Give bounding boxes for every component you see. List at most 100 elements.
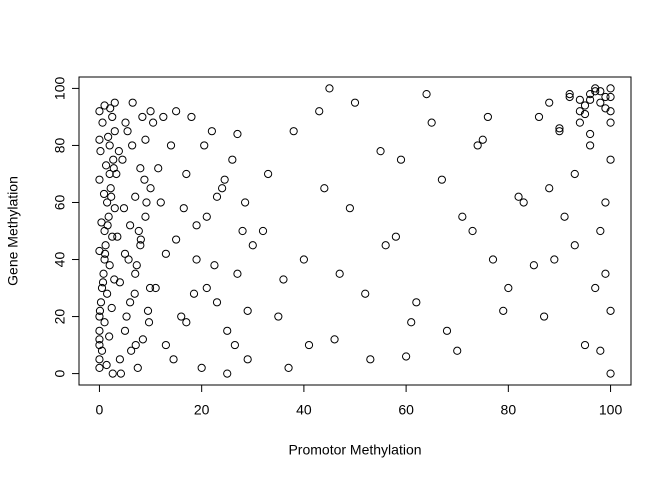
point [212, 192, 222, 201]
point [144, 318, 154, 327]
point [127, 346, 136, 355]
point [427, 118, 436, 127]
point [114, 147, 123, 156]
point [575, 118, 584, 127]
point [136, 241, 145, 250]
point [136, 235, 145, 244]
point [483, 112, 492, 122]
point [100, 255, 109, 264]
point [115, 355, 124, 364]
point [149, 118, 158, 127]
point [545, 98, 554, 107]
point [121, 118, 130, 127]
point [402, 352, 411, 361]
point [95, 326, 104, 335]
point [565, 90, 574, 99]
point [606, 369, 615, 378]
point [95, 306, 105, 315]
point [396, 155, 406, 164]
point [161, 249, 170, 258]
point [412, 298, 421, 307]
point [179, 204, 188, 213]
point [140, 175, 149, 184]
point [151, 283, 160, 293]
point [97, 283, 107, 293]
point [97, 346, 107, 355]
point [555, 124, 564, 133]
point [95, 355, 104, 364]
point [187, 112, 196, 122]
point [381, 241, 390, 250]
point [128, 141, 137, 150]
point [437, 175, 446, 184]
point [391, 232, 400, 241]
point [101, 241, 110, 250]
point [565, 92, 574, 102]
point [126, 221, 135, 230]
point [422, 90, 431, 99]
point [105, 332, 114, 341]
point [458, 212, 467, 221]
point [100, 318, 109, 327]
point [376, 147, 385, 156]
point [606, 107, 615, 116]
point [274, 312, 283, 321]
point [570, 169, 579, 179]
point [243, 355, 252, 364]
point [128, 98, 137, 107]
point [134, 226, 143, 236]
point [304, 340, 314, 350]
point [131, 340, 140, 350]
point [138, 335, 147, 344]
point [442, 326, 452, 335]
point [279, 275, 288, 284]
point [488, 255, 498, 264]
point [545, 184, 554, 193]
point [108, 369, 117, 378]
point [453, 346, 462, 355]
point [156, 198, 165, 207]
point [103, 289, 112, 298]
y-tick-label: 100 [52, 77, 68, 101]
point [142, 198, 151, 207]
point [350, 98, 360, 107]
point [228, 155, 237, 164]
point [106, 104, 115, 113]
point [133, 363, 142, 372]
point [119, 204, 129, 213]
point [116, 369, 126, 378]
point [591, 84, 600, 93]
y-tick-label: 40 [52, 252, 68, 268]
point [555, 127, 564, 136]
point [105, 169, 114, 179]
point [248, 241, 257, 250]
point [210, 261, 219, 270]
point [166, 141, 176, 150]
point [192, 255, 201, 264]
point [540, 312, 549, 321]
point [131, 269, 140, 278]
point [478, 135, 487, 144]
point [580, 340, 590, 350]
point [95, 175, 104, 184]
point [95, 312, 104, 321]
point [591, 87, 600, 96]
point [238, 226, 247, 236]
point [103, 198, 112, 207]
point [123, 127, 132, 136]
point [110, 127, 119, 136]
point [241, 198, 250, 207]
point [95, 107, 104, 116]
point [580, 101, 590, 110]
x-axis-title: Promotor Methylation [288, 442, 421, 458]
point [560, 212, 569, 221]
point [120, 326, 130, 335]
point [200, 141, 209, 150]
point [113, 232, 122, 241]
point [182, 318, 191, 327]
point [104, 212, 113, 221]
point [258, 226, 268, 236]
point [202, 283, 211, 293]
point [100, 249, 110, 258]
point [330, 335, 339, 344]
